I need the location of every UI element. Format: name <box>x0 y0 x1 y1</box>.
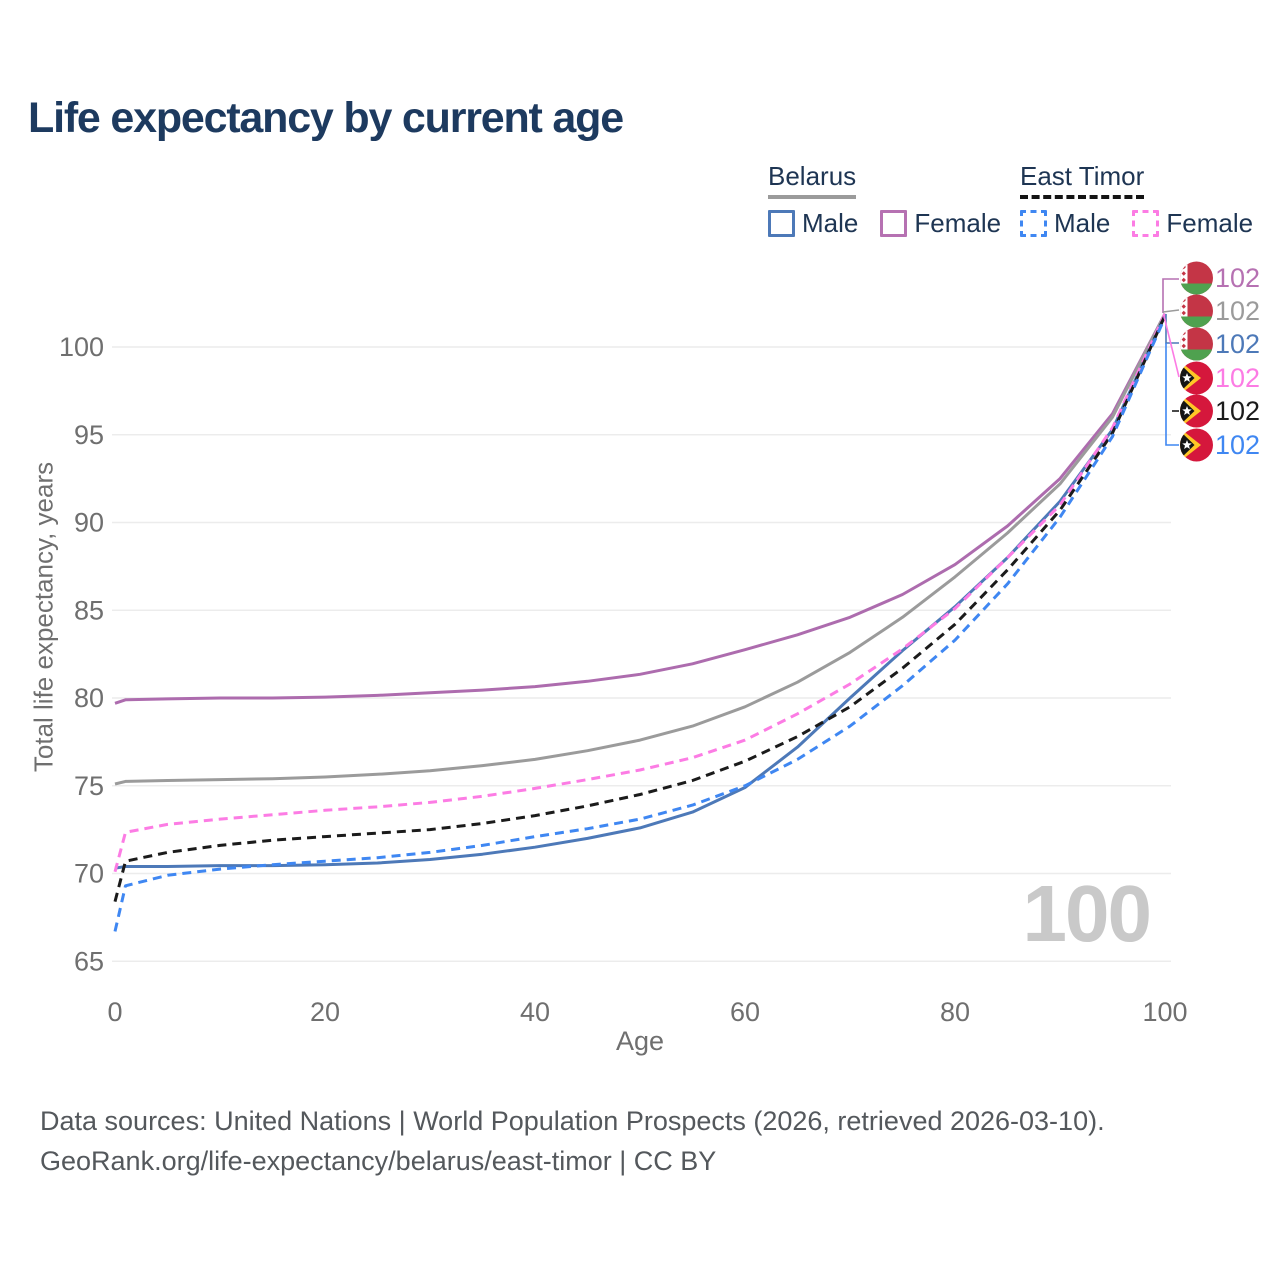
leader-line <box>1165 343 1179 446</box>
x-tick-label: 60 <box>730 997 760 1027</box>
series-lines <box>113 313 1167 932</box>
x-axis-ticks: 0 20 40 60 80 100 <box>107 997 1187 1027</box>
x-tick-label: 0 <box>107 997 122 1027</box>
legend-group-east-timor: East Timor Male Female <box>1020 161 1275 239</box>
y-tick-label: 85 <box>74 595 104 625</box>
legend-title-east-timor[interactable]: East Timor <box>1020 161 1145 199</box>
y-tick-label: 95 <box>74 420 104 450</box>
leader-line <box>1162 278 1179 313</box>
end-value-label: 102 <box>1215 363 1260 393</box>
x-axis-title: Age <box>615 1026 665 1056</box>
legend-item-east-timor-female[interactable]: Female <box>1132 208 1253 239</box>
gridlines <box>112 346 1171 963</box>
belarus-male-label: Male <box>802 208 859 238</box>
legend-item-belarus-female[interactable]: Female <box>880 208 1001 239</box>
belarus-flag-icon <box>1180 327 1213 361</box>
belarus-flag-icon <box>1180 294 1213 328</box>
east-timor-flag-icon <box>1180 428 1213 462</box>
belarus-female-swatch[interactable] <box>880 210 908 237</box>
y-tick-label: 80 <box>74 683 104 713</box>
belarus-total-line <box>114 313 1167 786</box>
legend-item-east-timor-male[interactable]: Male <box>1020 208 1110 239</box>
age-watermark: 100 <box>1022 869 1152 958</box>
east-timor-total-line <box>113 314 1167 902</box>
y-tick-label: 100 <box>59 332 104 362</box>
x-tick-label: 20 <box>310 997 340 1027</box>
leader-lines <box>1162 278 1180 446</box>
east-timor-female-line <box>113 313 1167 873</box>
leader-line <box>1163 315 1180 378</box>
x-tick-label: 100 <box>1142 997 1187 1027</box>
leader-line <box>1165 314 1179 344</box>
x-tick-label: 80 <box>940 997 970 1027</box>
y-tick-label: 75 <box>74 771 104 801</box>
end-value-label: 102 <box>1215 329 1260 359</box>
east-timor-female-label: Female <box>1166 208 1254 238</box>
end-value-label: 102 <box>1215 296 1260 326</box>
end-value-label: 102 <box>1215 430 1260 460</box>
page-title: Life expectancy by current age <box>28 94 624 142</box>
belarus-female-line <box>114 313 1167 705</box>
x-tick-label: 40 <box>520 997 550 1027</box>
end-value-label: 102 <box>1215 396 1260 426</box>
y-tick-label: 90 <box>74 508 104 538</box>
y-tick-label: 65 <box>74 946 104 976</box>
y-axis-title: Total life expectancy, years <box>28 461 59 773</box>
legend-title-belarus[interactable]: Belarus <box>768 161 857 199</box>
belarus-flag-icon <box>1180 261 1213 295</box>
legend-items-east-timor: Male Female <box>1020 208 1275 239</box>
east-timor-flag-icon <box>1180 394 1213 428</box>
east-timor-male-line <box>113 316 1167 932</box>
legend-group-belarus: Belarus Male Female <box>768 161 1023 239</box>
east-timor-flag-icon <box>1180 361 1213 395</box>
legend-items-belarus: Male Female <box>768 208 1023 239</box>
belarus-female-label: Female <box>914 208 1002 238</box>
east-timor-male-swatch[interactable] <box>1020 210 1047 237</box>
leader-line <box>1162 309 1180 313</box>
east-timor-male-label: Male <box>1054 208 1111 238</box>
y-axis-ticks: 65 70 75 80 85 90 95 100 <box>59 332 104 976</box>
attribution-text: GeoRank.org/life-expectancy/belarus/east… <box>40 1146 717 1176</box>
data-sources-text: Data sources: United Nations | World Pop… <box>40 1106 1105 1136</box>
y-tick-label: 70 <box>74 859 104 889</box>
belarus-male-swatch[interactable] <box>768 210 795 237</box>
end-value-label: 102 <box>1215 263 1260 293</box>
east-timor-female-swatch[interactable] <box>1132 210 1160 237</box>
legend-item-belarus-male[interactable]: Male <box>768 208 858 239</box>
